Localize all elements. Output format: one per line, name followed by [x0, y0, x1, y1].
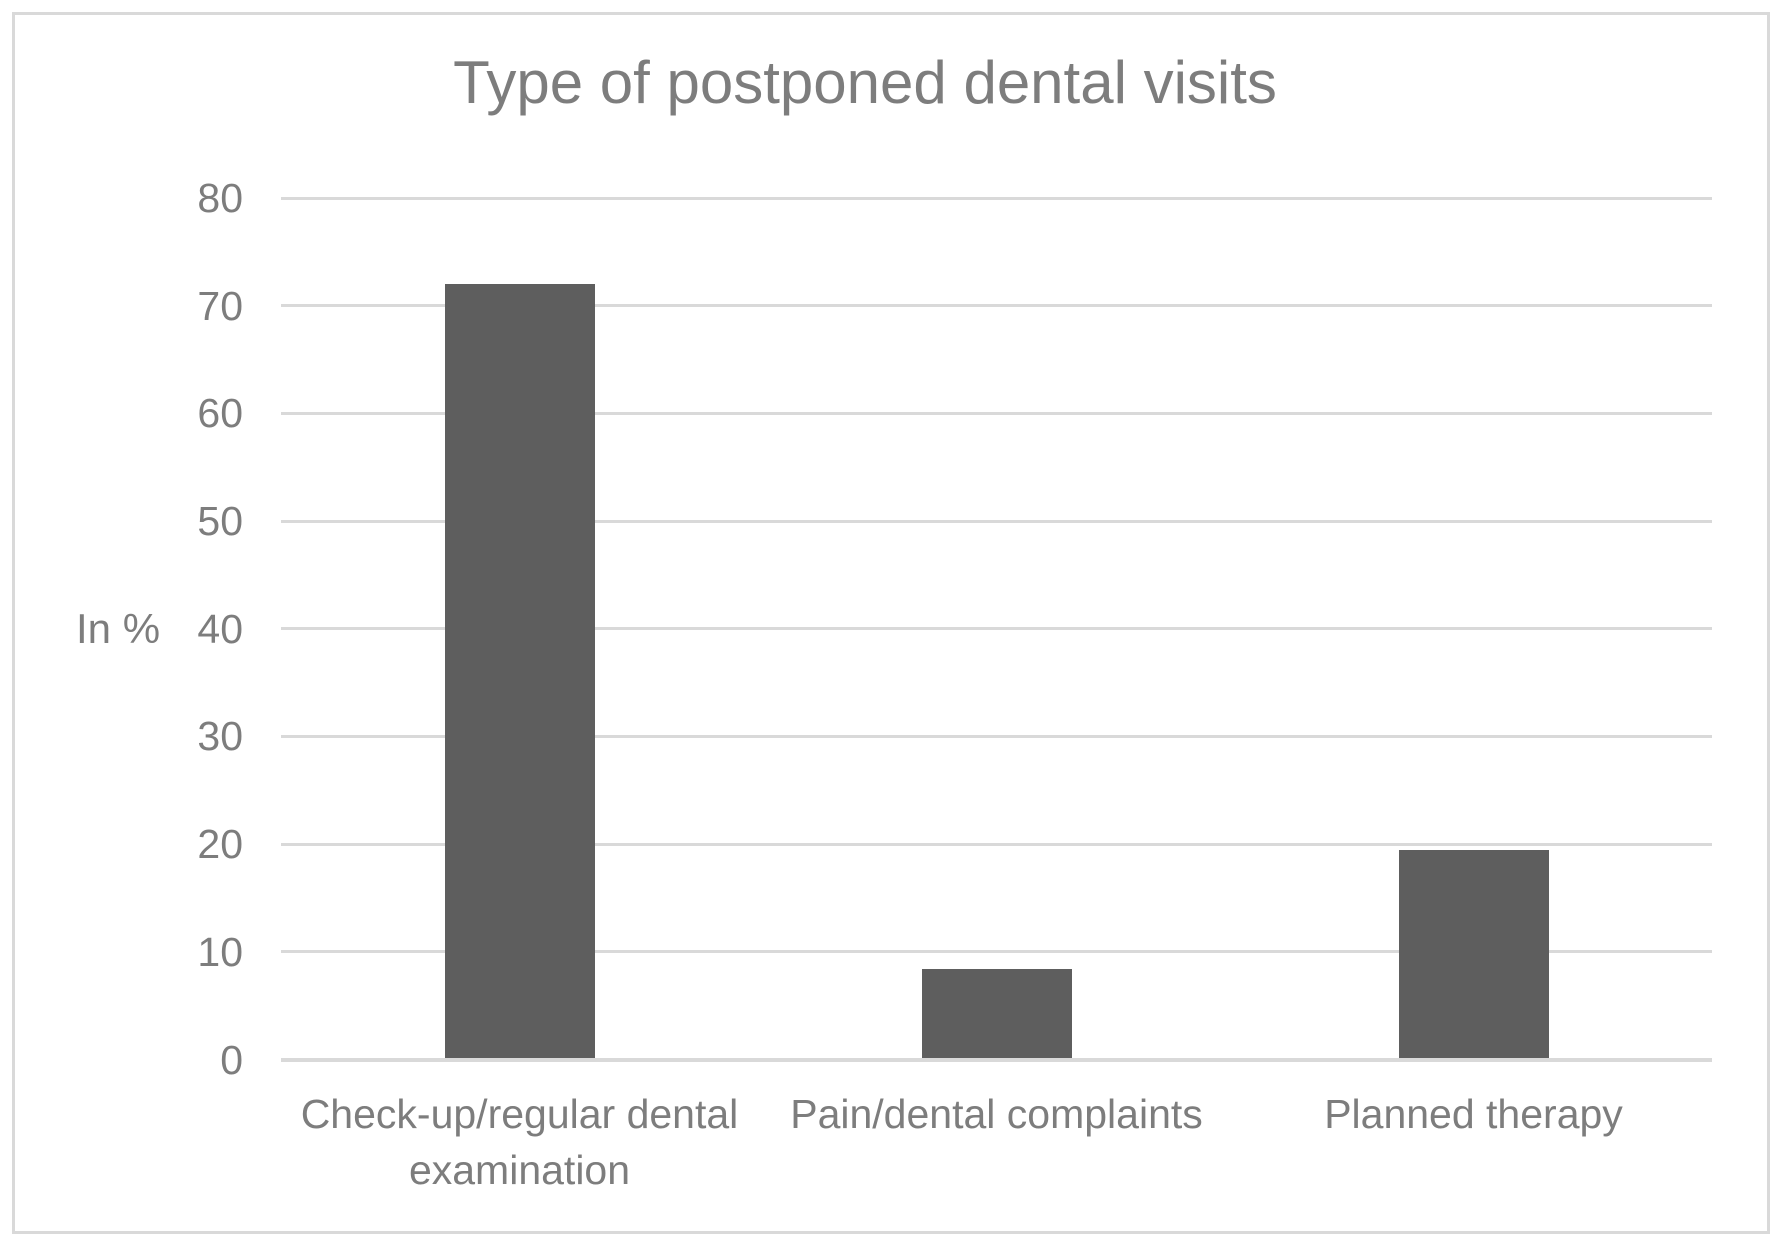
x-category-label: Check-up/regular dental examination: [300, 1091, 739, 1193]
gridline: [281, 1057, 1712, 1062]
y-tick-label: 20: [197, 821, 243, 868]
y-tick-label: 70: [197, 282, 243, 329]
gridline: [281, 842, 1712, 846]
gridline: [281, 519, 1712, 523]
y-tick-label: 50: [197, 498, 243, 545]
x-category-label: Pain/dental complaints: [790, 1091, 1203, 1137]
y-tick-label: 10: [197, 928, 243, 975]
bar: [444, 284, 595, 1060]
chart-border-frame: [12, 12, 1770, 1234]
y-tick-label: 30: [197, 713, 243, 760]
gridline: [281, 304, 1712, 308]
y-tick-label: 0: [220, 1036, 243, 1083]
y-tick-label: 60: [197, 390, 243, 437]
y-axis-title: In %: [76, 605, 161, 652]
gridline: [281, 196, 1712, 200]
y-tick-label: 80: [197, 175, 243, 221]
x-category-label: Planned therapy: [1324, 1091, 1623, 1137]
bar: [1398, 849, 1549, 1060]
gridline: [281, 411, 1712, 415]
chart-title: Type of postponed dental visits: [453, 49, 1277, 116]
gridline: [281, 734, 1712, 738]
gridline: [281, 950, 1712, 954]
gridline: [281, 627, 1712, 631]
bar: [921, 969, 1072, 1060]
y-tick-label: 40: [197, 605, 243, 652]
